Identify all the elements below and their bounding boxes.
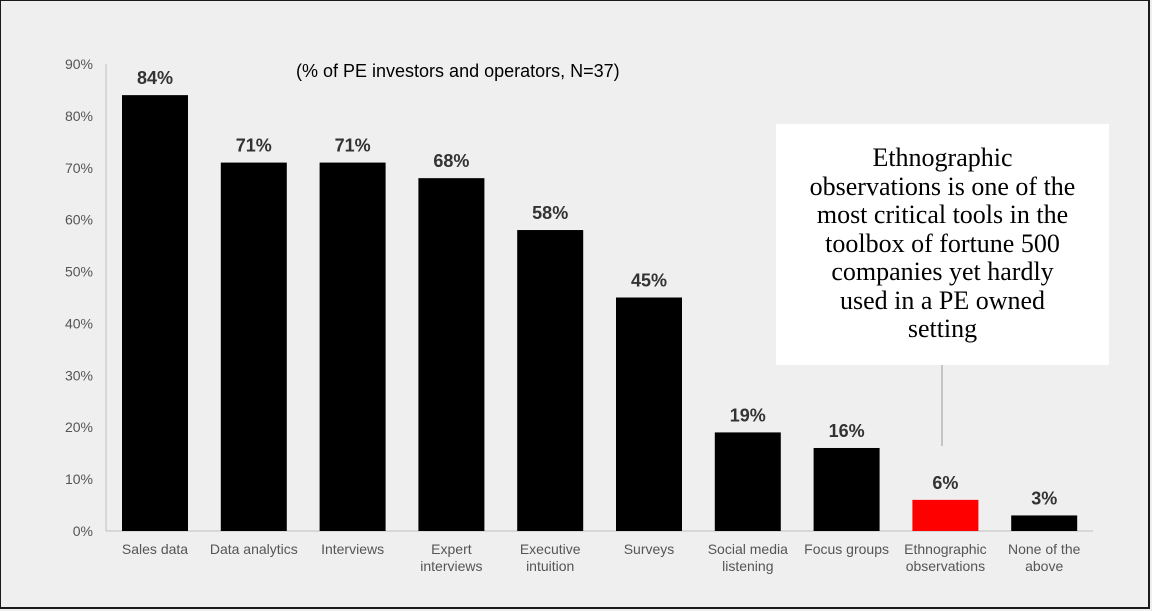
category-label: None of the <box>1008 541 1081 557</box>
y-tick-label: 80% <box>65 108 93 124</box>
callout-line: Ethnographic <box>872 143 1013 172</box>
data-label: 58% <box>532 203 568 223</box>
data-label: 6% <box>932 473 958 493</box>
bar <box>418 178 485 531</box>
callout-line: toolbox of fortune 500 <box>825 228 1060 258</box>
callout-line: used in a PE owned <box>839 285 1046 315</box>
category-label: intuition <box>526 558 574 574</box>
bar <box>122 95 188 531</box>
chart-subtitle: (% of PE investors and operators, N=37) <box>296 61 620 81</box>
category-label: Executive <box>520 541 581 557</box>
category-labels-group: Sales data Data analytics Interviews Expert… <box>122 541 1081 574</box>
data-label: 16% <box>829 421 865 441</box>
callout-line: companies yet hardly <box>831 257 1054 286</box>
category-label: Surveys <box>624 541 675 557</box>
category-label: Ethnographic <box>904 541 987 557</box>
bar <box>220 162 287 532</box>
y-axis-ticks: 0% 10% 20% 30% 40% 50% 60% 70% 80% 90% <box>65 56 93 539</box>
y-tick-label: 0% <box>73 523 93 539</box>
data-labels-group: 84% 71% 71% 68% 58% 45% 19% 16% 6% 3% <box>137 68 1057 508</box>
y-tick-label: 40% <box>65 315 93 331</box>
category-label: Interviews <box>321 541 384 557</box>
data-label: 19% <box>730 405 766 425</box>
callout-line: observations is one of the <box>809 171 1076 201</box>
bar <box>912 499 979 531</box>
bars-group <box>122 95 1078 532</box>
category-label: Social media <box>708 541 788 557</box>
y-tick-label: 10% <box>65 471 93 487</box>
annotation-callout: Ethnographic observations is one of the … <box>776 124 1109 365</box>
y-tick-label: 50% <box>65 264 93 280</box>
data-label: 3% <box>1031 488 1057 508</box>
data-label: 71% <box>335 136 371 156</box>
category-label: observations <box>906 558 985 574</box>
callout-line: setting <box>907 314 978 343</box>
bar <box>714 432 781 531</box>
callout-line: most critical tools in the <box>816 200 1069 229</box>
data-label: 71% <box>236 136 272 156</box>
y-tick-label: 60% <box>65 212 93 228</box>
category-label: listening <box>722 558 773 574</box>
data-label: 45% <box>631 271 667 291</box>
data-label: 84% <box>137 68 173 88</box>
data-label: 68% <box>433 151 469 171</box>
category-label: interviews <box>420 558 482 574</box>
category-label: Expert <box>431 541 472 557</box>
bar <box>319 162 386 532</box>
y-tick-label: 30% <box>65 367 93 383</box>
y-tick-label: 90% <box>65 56 93 72</box>
bar <box>813 447 880 531</box>
category-label: Sales data <box>122 541 188 557</box>
y-tick-label: 20% <box>65 419 93 435</box>
bar <box>616 297 682 531</box>
y-tick-label: 70% <box>65 160 93 176</box>
bar <box>1011 515 1078 531</box>
bar <box>517 230 584 532</box>
category-label: Data analytics <box>210 541 298 557</box>
category-label: above <box>1025 558 1063 574</box>
category-label: Focus groups <box>804 541 889 557</box>
